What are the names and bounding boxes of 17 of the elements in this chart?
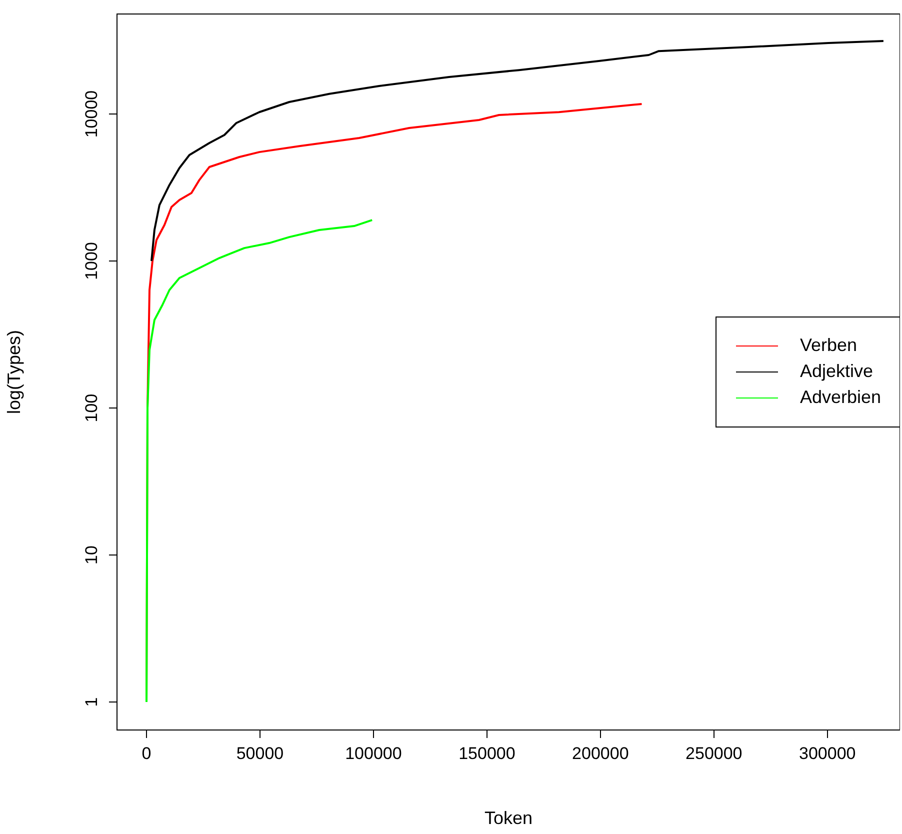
y-tick-label: 1000 — [82, 242, 102, 280]
x-tick-label: 50000 — [236, 744, 284, 763]
legend-label: Verben — [800, 334, 858, 355]
y-tick-label: 10 — [82, 546, 102, 564]
x-tick-label: 100000 — [345, 744, 402, 763]
legend-label: Adjektive — [800, 360, 874, 381]
y-tick-label: 10000 — [82, 90, 102, 138]
x-tick-label: 150000 — [458, 744, 516, 763]
x-tick-label: 250000 — [686, 744, 742, 763]
x-tick-label: 0 — [142, 744, 152, 763]
y-tick-label: 100 — [82, 394, 102, 422]
x-axis-title: Token — [484, 808, 533, 828]
y-axis-title: log(Types) — [4, 330, 24, 414]
y-tick-label: 1 — [82, 697, 102, 707]
legend-label: Adverbien — [800, 386, 882, 407]
x-tick-label: 200000 — [572, 744, 629, 763]
x-tick-label: 300000 — [799, 744, 856, 763]
